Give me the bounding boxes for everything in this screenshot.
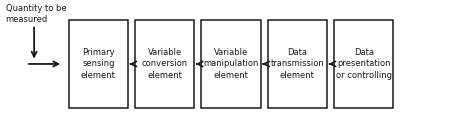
Text: Quantity to be
measured: Quantity to be measured [6,4,66,24]
Text: Data
presentation
or controlling: Data presentation or controlling [336,48,392,80]
Bar [135,20,194,108]
Text: Primary
sensing
element: Primary sensing element [81,48,116,80]
Text: Variable
manipulation
element: Variable manipulation element [203,48,259,80]
Bar [334,20,393,108]
Bar [69,20,128,108]
Text: Variable
conversion
element: Variable conversion element [142,48,188,80]
Bar [268,20,327,108]
Text: Data
transmission
element: Data transmission element [271,48,324,80]
Bar [201,20,261,108]
